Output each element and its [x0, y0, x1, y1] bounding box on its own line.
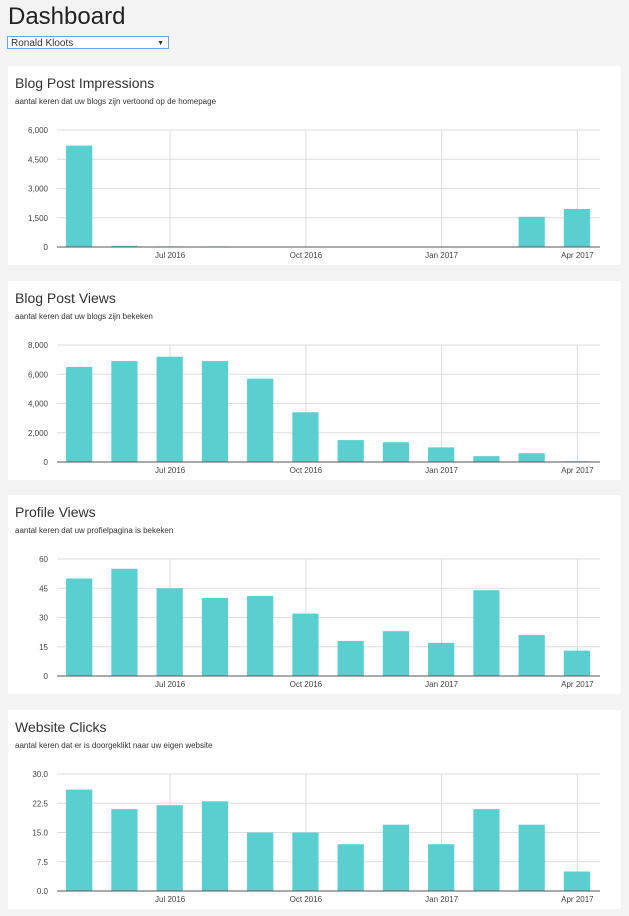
x-tick-label: Apr 2017 — [561, 895, 594, 904]
bar — [201, 361, 229, 462]
bar — [382, 442, 410, 462]
bar — [563, 208, 591, 247]
bar — [292, 613, 319, 676]
y-tick-label: 30 — [39, 614, 48, 623]
x-tick-label: Jul 2016 — [155, 466, 186, 475]
y-tick-label: 0.0 — [37, 887, 49, 896]
chart-panel: Blog Post Views aantal keren dat uw blog… — [8, 281, 621, 480]
user-select[interactable]: Ronald Kloots ▼ — [7, 36, 169, 49]
bar — [156, 805, 183, 891]
x-tick-label: Jul 2016 — [155, 680, 186, 689]
user-select-value: Ronald Kloots — [11, 38, 74, 49]
bar — [156, 356, 183, 462]
bar — [66, 789, 93, 891]
y-tick-label: 0 — [44, 672, 49, 681]
y-tick-label: 15 — [39, 643, 48, 652]
bar-chart: 0 1,500 3,000 4,500 6,000 Jul 2016 Oct 2016 Jan… — [28, 126, 600, 260]
bar — [518, 216, 545, 247]
bar — [66, 366, 93, 462]
y-tick-label: 4,000 — [28, 400, 49, 409]
x-tick-label: Jan 2017 — [425, 466, 458, 475]
x-tick-label: Jul 2016 — [155, 251, 186, 260]
y-tick-label: 30.0 — [32, 770, 48, 779]
bar — [111, 245, 138, 247]
bar — [156, 588, 183, 676]
bar — [382, 824, 410, 891]
x-tick-label: Jul 2016 — [155, 895, 186, 904]
bar — [428, 642, 455, 676]
x-tick-label: Oct 2016 — [290, 895, 323, 904]
bar — [247, 378, 274, 462]
x-tick-label: Oct 2016 — [290, 466, 323, 475]
chart-title: Blog Post Impressions — [15, 75, 155, 91]
chart-subtitle: aantal keren dat er is doorgeklikt naar … — [15, 741, 213, 750]
y-tick-label: 0 — [44, 458, 49, 467]
bar — [518, 824, 545, 891]
chart-panel: Profile Views aantal keren dat uw profie… — [8, 495, 621, 694]
chart-panel: Blog Post Impressions aantal keren dat u… — [8, 66, 621, 265]
bar — [473, 809, 500, 891]
chart-title: Blog Post Views — [15, 290, 116, 306]
y-tick-label: 1,500 — [28, 214, 49, 223]
bar-chart: 0 2,000 4,000 6,000 8,000 Jul 2016 Oct 2016 Jan… — [28, 341, 600, 475]
bar — [201, 598, 229, 676]
bar — [111, 568, 138, 676]
bar — [247, 596, 274, 676]
y-tick-label: 8,000 — [28, 341, 49, 350]
chart-title: Website Clicks — [15, 719, 107, 735]
bar — [247, 832, 274, 891]
bar — [292, 412, 319, 462]
y-tick-label: 60 — [39, 555, 48, 564]
bar-chart: 0 15 30 45 60 Jul 2016 Oct 2016 Jan 2017 Apr 201… — [39, 555, 600, 689]
bar — [518, 635, 545, 676]
x-tick-label: Jan 2017 — [425, 895, 458, 904]
bar — [111, 361, 138, 462]
bar — [66, 145, 93, 247]
bar — [337, 440, 364, 462]
bar — [428, 447, 455, 462]
chart-subtitle: aantal keren dat uw blogs zijn bekeken — [15, 312, 153, 321]
bar-chart: 0.0 7.5 15.0 22.5 30.0 Jul 2016 Oct 2016 Jan 20… — [32, 770, 600, 904]
y-tick-label: 6,000 — [28, 126, 49, 135]
bar — [66, 578, 93, 676]
bar — [111, 809, 138, 891]
x-tick-label: Oct 2016 — [290, 251, 323, 260]
chart-subtitle: aantal keren dat uw profielpagina is bek… — [15, 526, 174, 535]
bar — [337, 844, 364, 891]
bar — [563, 650, 591, 676]
y-tick-label: 4,500 — [28, 155, 49, 164]
y-tick-label: 6,000 — [28, 370, 49, 379]
x-tick-label: Apr 2017 — [561, 680, 594, 689]
chart-title: Profile Views — [15, 504, 96, 520]
x-tick-label: Jan 2017 — [425, 251, 458, 260]
bar — [473, 590, 500, 676]
x-tick-label: Apr 2017 — [561, 251, 594, 260]
x-tick-label: Jan 2017 — [425, 680, 458, 689]
y-tick-label: 0 — [44, 243, 49, 252]
bar — [428, 844, 455, 891]
chart-subtitle: aantal keren dat uw blogs zijn vertoond … — [15, 97, 217, 106]
y-tick-label: 22.5 — [32, 799, 48, 808]
bar — [382, 631, 410, 676]
chart-panel: Website Clicks aantal keren dat er is do… — [8, 710, 621, 909]
bar — [518, 453, 545, 462]
x-tick-label: Apr 2017 — [561, 466, 594, 475]
bar — [292, 832, 319, 891]
x-tick-label: Oct 2016 — [290, 680, 323, 689]
y-tick-label: 15.0 — [32, 829, 48, 838]
bar — [473, 456, 500, 462]
page-title: Dashboard — [8, 3, 126, 30]
y-tick-label: 3,000 — [28, 185, 49, 194]
chevron-down-icon: ▼ — [157, 40, 164, 47]
y-tick-label: 7.5 — [37, 858, 49, 867]
bar — [563, 871, 591, 891]
y-tick-label: 2,000 — [28, 429, 49, 438]
bar — [201, 801, 229, 891]
bar — [337, 640, 364, 676]
y-tick-label: 45 — [39, 584, 48, 593]
